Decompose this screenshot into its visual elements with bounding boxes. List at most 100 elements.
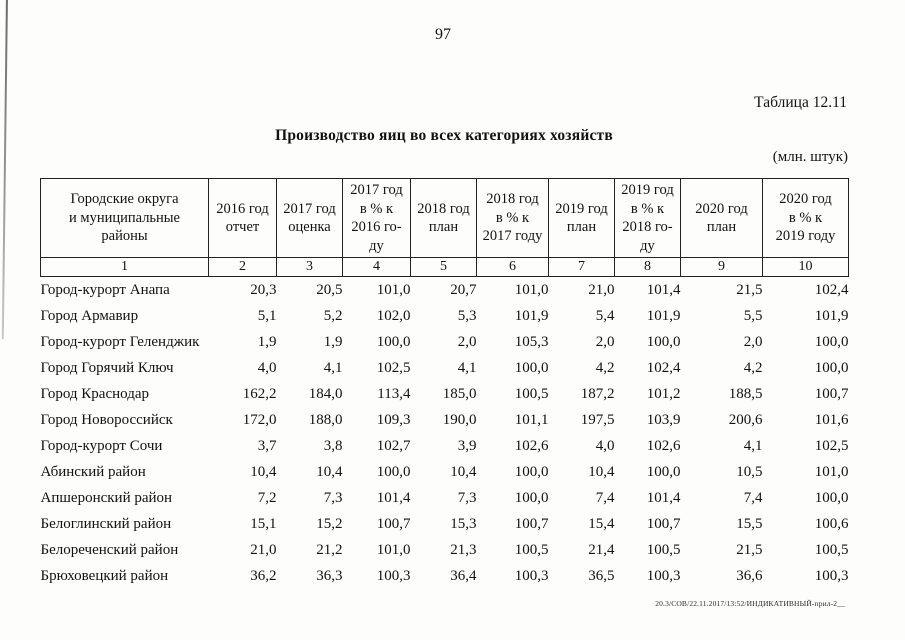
value-cell: 10,4 <box>250 463 277 480</box>
value-cell: 100,7 <box>646 515 681 532</box>
value-cell: 36,4 <box>450 567 477 584</box>
value-cell: 10,5 <box>736 463 763 480</box>
value-cell: 100,3 <box>814 567 849 584</box>
value-cell: 100,6 <box>814 515 849 532</box>
value-cell: 4,2 <box>743 359 763 376</box>
value-cell: 4,2 <box>595 359 615 376</box>
value-cell: 36,3 <box>316 567 343 584</box>
value-cell: 101,0 <box>376 281 411 298</box>
col-number-3: 3 <box>276 257 343 278</box>
value-cell: 2,0 <box>743 333 763 350</box>
table-row: Апшеронский район 7,2 7,3 101,4 7,3 100,0 7,4 1… <box>41 485 849 511</box>
col-header-9: 2020 год план <box>680 177 763 259</box>
value-cell: 5,1 <box>257 307 277 324</box>
value-cell: 7,3 <box>457 489 477 506</box>
value-cell: 10,4 <box>316 463 343 480</box>
value-cell: 15,3 <box>450 515 477 532</box>
value-cell: 101,2 <box>646 385 681 402</box>
table-row: Город Новороссийск 172,0 188,0 109,3 190,0 10… <box>41 407 849 433</box>
value-cell: 101,0 <box>376 541 411 558</box>
value-cell: 101,9 <box>514 307 549 324</box>
table-row: Город Горячий Ключ 4,0 4,1 102,5 4,1 100,0 4,2… <box>41 355 849 381</box>
value-cell: 15,4 <box>588 515 615 532</box>
header-row-labels: Городские округа и муниципальные районы 2… <box>40 177 849 259</box>
value-cell: 100,0 <box>514 463 549 480</box>
col-header-4: 2017 год в % к 2016 го- ду <box>342 177 411 259</box>
table-row: Город-курорт Геленджик 1,9 1,9 100,0 2,0 105,… <box>41 329 849 355</box>
district-name-cell: Город-курорт Геленджик <box>40 333 200 350</box>
value-cell: 5,3 <box>457 307 477 324</box>
value-cell: 100,5 <box>514 385 549 402</box>
value-cell: 188,5 <box>728 385 763 402</box>
value-cell: 162,2 <box>242 385 277 402</box>
value-cell: 20,7 <box>450 281 477 298</box>
value-cell: 101,9 <box>814 307 849 324</box>
col-number-7: 7 <box>548 257 615 278</box>
col-number-2: 2 <box>208 257 277 278</box>
district-name-cell: Город-курорт Анапа <box>40 281 170 298</box>
value-cell: 100,3 <box>376 567 411 584</box>
value-cell: 7,4 <box>595 489 615 506</box>
value-cell: 101,6 <box>814 411 849 428</box>
value-cell: 102,4 <box>814 281 849 298</box>
col-number-6: 6 <box>476 257 549 278</box>
value-cell: 7,3 <box>323 489 343 506</box>
value-cell: 4,0 <box>257 359 277 376</box>
value-cell: 2,0 <box>595 333 615 350</box>
col-number-1: 1 <box>40 257 209 278</box>
value-cell: 20,5 <box>316 281 343 298</box>
col-header-7: 2019 год план <box>548 177 615 259</box>
district-name-cell: Город Армавир <box>40 307 139 324</box>
value-cell: 3,7 <box>257 437 277 454</box>
table-row: Белореченский район 21,0 21,2 101,0 21,3 100,… <box>41 537 849 563</box>
col-header-6: 2018 год в % к 2017 году <box>476 177 549 259</box>
table-caption-label: Таблица 12.11 <box>754 94 847 111</box>
value-cell: 4,1 <box>323 359 343 376</box>
value-cell: 21,5 <box>736 541 763 558</box>
footer-stamp: 20.3/СОВ/22.11.2017/13:52/ИНДИКАТИВНЫЙ-п… <box>655 599 845 608</box>
district-name-cell: Город-курорт Сочи <box>40 437 163 454</box>
value-cell: 5,2 <box>323 307 343 324</box>
value-cell: 113,4 <box>377 385 411 402</box>
value-cell: 36,6 <box>736 567 763 584</box>
value-cell: 4,1 <box>457 359 477 376</box>
value-cell: 100,7 <box>814 385 849 402</box>
value-cell: 101,4 <box>376 489 411 506</box>
table-row: Город Армавир 5,1 5,2 102,0 5,3 101,9 5,4 101,9… <box>41 303 849 329</box>
value-cell: 100,7 <box>376 515 411 532</box>
district-name-cell: Город Краснодар <box>40 385 150 402</box>
district-name-cell: Город Горячий Ключ <box>40 359 174 376</box>
value-cell: 3,8 <box>323 437 343 454</box>
value-cell: 4,0 <box>595 437 615 454</box>
value-cell: 102,0 <box>376 307 411 324</box>
district-name-cell: Белоглинский район <box>40 515 172 532</box>
value-cell: 1,9 <box>257 333 277 350</box>
value-cell: 21,4 <box>588 541 615 558</box>
value-cell: 1,9 <box>323 333 343 350</box>
value-cell: 101,0 <box>814 463 849 480</box>
col-header-10: 2020 год в % к 2019 году <box>762 177 849 259</box>
value-cell: 15,1 <box>250 515 277 532</box>
table-row: Абинский район 10,4 10,4 100,0 10,4 100,0 10,4… <box>41 459 849 485</box>
district-name-cell: Город Новороссийск <box>40 411 173 428</box>
value-cell: 101,1 <box>514 411 549 428</box>
value-cell: 100,0 <box>814 489 849 506</box>
value-cell: 184,0 <box>308 385 343 402</box>
value-cell: 185,0 <box>442 385 477 402</box>
table-row: Брюховецкий район 36,2 36,3 100,3 36,4 100,3 3… <box>41 563 849 589</box>
page-number: 97 <box>435 26 451 43</box>
header-row-numbers: 1 2 3 4 5 6 7 8 9 10 <box>40 257 849 278</box>
value-cell: 188,0 <box>308 411 343 428</box>
col-number-4: 4 <box>342 257 411 278</box>
value-cell: 100,5 <box>814 541 849 558</box>
value-cell: 105,3 <box>514 333 549 350</box>
district-name-cell: Брюховецкий район <box>40 567 169 584</box>
value-cell: 100,5 <box>646 541 681 558</box>
document-title: Производство яиц во всех категориях хозя… <box>275 127 613 144</box>
table-header: Городские округа и муниципальные районы 2… <box>40 177 849 278</box>
value-cell: 101,4 <box>646 281 681 298</box>
col-header-1: Городские округа и муниципальные районы <box>40 177 209 259</box>
value-cell: 100,7 <box>514 515 549 532</box>
col-header-3: 2017 год оценка <box>276 177 343 259</box>
value-cell: 100,0 <box>646 333 681 350</box>
